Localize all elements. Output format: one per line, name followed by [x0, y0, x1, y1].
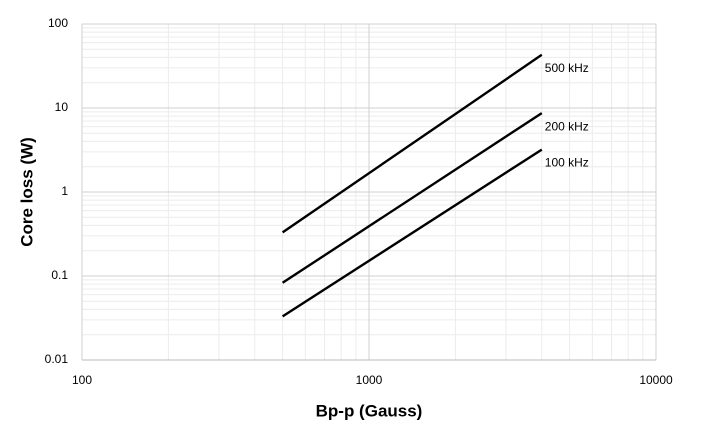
y-tick-label: 1: [61, 184, 68, 198]
y-tick-label: 100: [48, 16, 68, 30]
y-tick-label: 10: [55, 100, 69, 114]
series-label: 200 kHz: [545, 119, 589, 133]
x-tick-label: 1000: [356, 373, 383, 387]
series-label: 100 kHz: [545, 156, 589, 170]
series-line: [281, 53, 543, 234]
x-tick-label: 10000: [639, 373, 673, 387]
series-line: [281, 112, 543, 284]
series-line: [281, 148, 543, 318]
y-tick-label: 0.1: [51, 268, 68, 282]
y-tick-label: 0.01: [45, 352, 69, 366]
y-axis-title: Core loss (W): [17, 137, 36, 247]
series-label: 500 kHz: [545, 61, 589, 75]
x-axis-title: Bp-p (Gauss): [316, 401, 423, 420]
x-tick-label: 100: [72, 373, 92, 387]
